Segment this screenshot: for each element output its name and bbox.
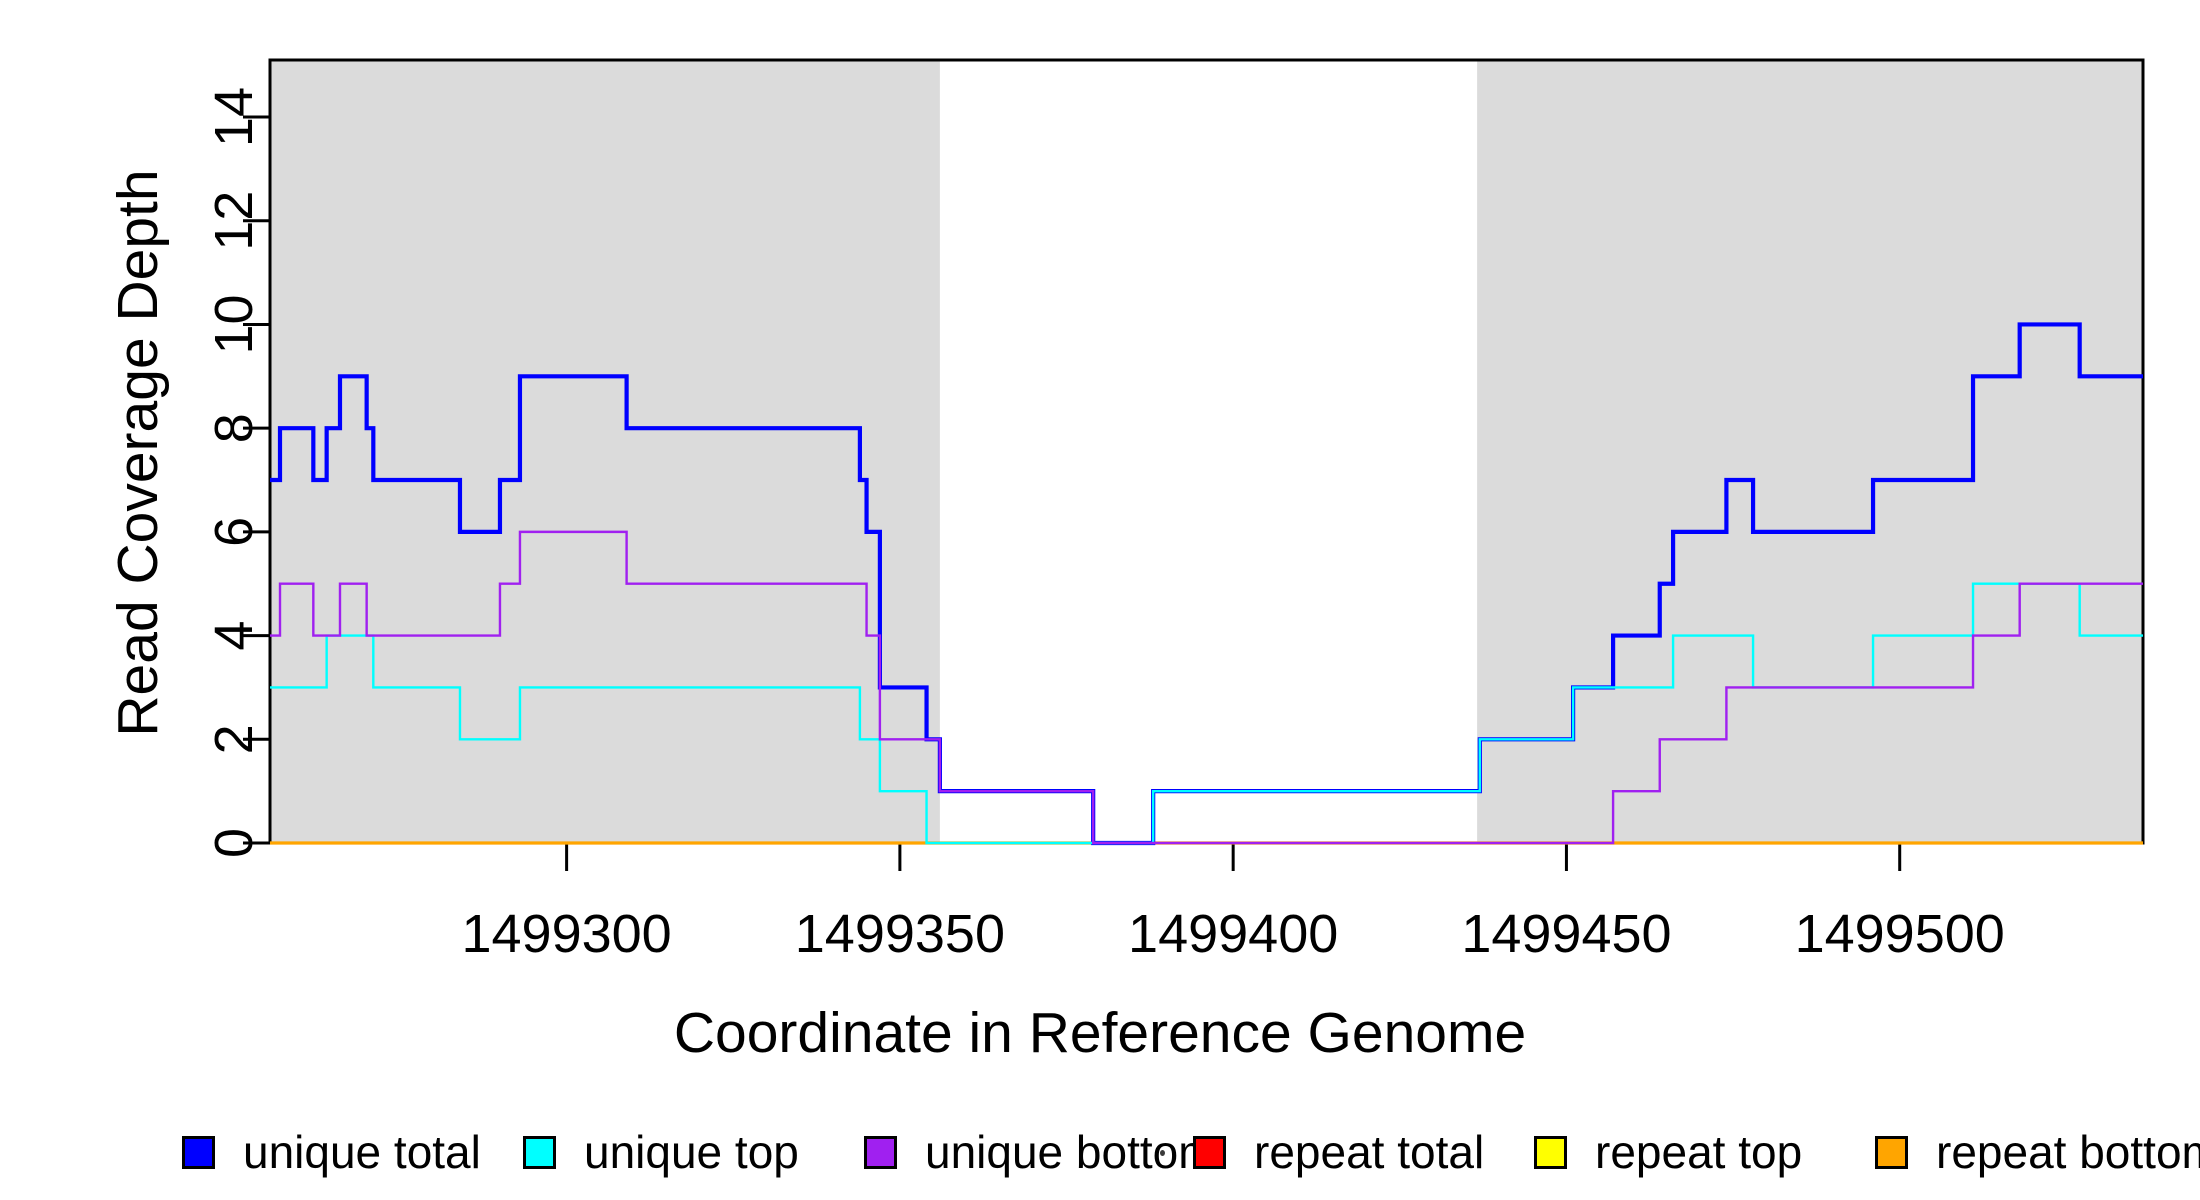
legend-swatch-repeat-total xyxy=(1193,1135,1226,1169)
stray-mark xyxy=(1160,1150,1165,1156)
y-tick-label: 14 xyxy=(204,87,264,147)
x-tick-label: 1499350 xyxy=(795,904,1005,964)
y-tick-label: 4 xyxy=(204,621,264,651)
x-axis-title: Coordinate in Reference Genome xyxy=(673,1001,1527,1065)
x-tick-label: 1499500 xyxy=(1795,904,2005,964)
y-tick-label: 2 xyxy=(204,724,264,754)
y-tick-label: 0 xyxy=(204,828,264,858)
y-tick-label: 6 xyxy=(204,517,264,547)
legend-swatch-repeat-bottom xyxy=(1875,1135,1908,1169)
series-unique-bottom xyxy=(270,530,2143,845)
legend-item-unique-total: unique total xyxy=(182,1126,481,1178)
x-tick-label: 1499300 xyxy=(461,904,671,964)
legend-label: unique total xyxy=(243,1126,481,1178)
y-axis-title: Read Coverage Depth xyxy=(106,169,170,737)
legend-label: unique bottom xyxy=(925,1126,1217,1178)
legend-label: unique top xyxy=(584,1126,799,1178)
legend-swatch-unique-top xyxy=(523,1135,556,1169)
y-tick-label: 8 xyxy=(204,413,264,443)
legend-label: repeat top xyxy=(1595,1126,1803,1178)
legend-swatch-repeat-top xyxy=(1534,1135,1567,1169)
legend-item-repeat-bottom: repeat bottom xyxy=(1875,1126,2200,1178)
repeat-masked-region-right xyxy=(1477,60,2143,843)
y-tick-label: 10 xyxy=(204,294,264,354)
repeat-masked-region-left xyxy=(270,60,940,843)
legend-label: repeat total xyxy=(1254,1126,1485,1178)
legend-item-unique-bottom: unique bottom xyxy=(864,1126,1217,1178)
legend-item-repeat-total: repeat total xyxy=(1193,1126,1485,1178)
y-tick-label: 12 xyxy=(204,191,264,251)
legend-swatch-unique-bottom xyxy=(864,1135,897,1169)
legend-item-unique-top: unique top xyxy=(523,1126,799,1178)
legend-label: repeat bottom xyxy=(1936,1126,2200,1178)
series-unique-top xyxy=(270,582,2143,845)
legend-item-repeat-top: repeat top xyxy=(1534,1126,1803,1178)
x-tick-label: 1499400 xyxy=(1128,904,1338,964)
legend-swatch-unique-total xyxy=(182,1135,215,1169)
x-tick-label: 1499450 xyxy=(1461,904,1671,964)
